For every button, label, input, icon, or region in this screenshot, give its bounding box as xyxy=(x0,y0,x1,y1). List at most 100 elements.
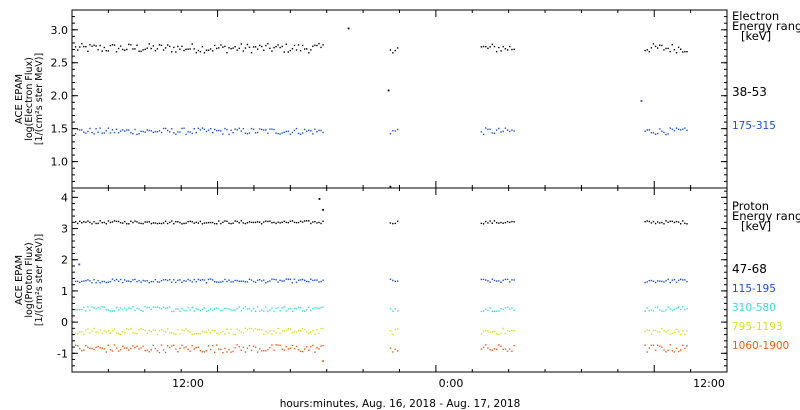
data-point xyxy=(665,309,667,311)
data-point xyxy=(79,309,81,311)
data-point xyxy=(504,48,507,50)
data-point xyxy=(201,45,204,48)
data-point xyxy=(659,280,661,282)
data-point xyxy=(303,310,306,312)
x-axis: 12:00 0:00 12:00 hours:minutes, Aug. 16,… xyxy=(172,377,725,410)
data-point xyxy=(195,346,197,349)
data-point xyxy=(244,327,247,330)
data-point xyxy=(154,306,157,309)
data-point xyxy=(289,49,292,52)
data-point xyxy=(392,351,394,353)
data-point xyxy=(267,280,269,283)
data-point xyxy=(310,346,312,348)
data-point xyxy=(87,130,89,133)
data-point xyxy=(101,332,103,334)
data-point xyxy=(652,329,655,332)
data-point-outlier xyxy=(318,198,321,200)
data-point xyxy=(673,221,676,224)
data-point xyxy=(263,279,265,281)
data-point xyxy=(115,347,118,349)
data-point xyxy=(181,329,183,331)
data-point xyxy=(308,129,310,132)
data-point xyxy=(248,46,251,48)
data-point xyxy=(289,328,292,330)
data-point xyxy=(265,44,267,47)
data-point xyxy=(513,279,515,281)
data-point xyxy=(487,347,489,349)
data-point xyxy=(150,308,153,311)
series-175-315 xyxy=(74,100,688,136)
data-point xyxy=(273,221,275,224)
data-point xyxy=(156,48,159,50)
data-point xyxy=(175,281,177,284)
data-point xyxy=(679,223,682,225)
data-point xyxy=(389,308,392,310)
data-point xyxy=(677,46,680,48)
data-point xyxy=(230,281,232,283)
data-point xyxy=(299,330,302,332)
data-point xyxy=(285,130,287,133)
data-point xyxy=(115,220,118,223)
data-point xyxy=(124,130,126,132)
legend-entry: 175-315 xyxy=(732,120,776,132)
data-point xyxy=(154,222,157,224)
data-point xyxy=(226,280,228,283)
data-point xyxy=(271,50,273,52)
data-point xyxy=(679,129,682,131)
data-point xyxy=(93,307,95,309)
data-point xyxy=(222,46,224,48)
data-point xyxy=(193,348,195,350)
data-point xyxy=(291,310,294,313)
data-point xyxy=(191,333,193,336)
data-point xyxy=(89,44,91,46)
data-point xyxy=(158,351,161,354)
data-point xyxy=(665,351,667,353)
data-point xyxy=(87,328,89,330)
data-point xyxy=(482,278,485,281)
data-point xyxy=(97,279,99,282)
data-point xyxy=(177,308,179,310)
data-point xyxy=(232,350,234,353)
data-point xyxy=(119,45,122,47)
data-point xyxy=(83,221,85,223)
data-point xyxy=(179,131,181,133)
data-point xyxy=(258,348,261,350)
data-point xyxy=(156,306,159,308)
data-point xyxy=(242,346,245,348)
data-point xyxy=(675,281,678,284)
data-point xyxy=(234,220,236,222)
data-point xyxy=(271,222,273,224)
data-point xyxy=(289,307,292,310)
data-point xyxy=(207,49,210,51)
data-point xyxy=(142,49,144,51)
data-point xyxy=(236,307,238,310)
data-point xyxy=(199,309,202,312)
data-point xyxy=(258,279,261,281)
data-point xyxy=(277,344,279,346)
data-point xyxy=(211,279,214,281)
data-point xyxy=(679,349,682,351)
data-point xyxy=(673,308,676,311)
data-point xyxy=(111,44,114,46)
data-point xyxy=(173,46,175,49)
data-point xyxy=(650,279,653,282)
data-point xyxy=(201,308,204,311)
data-point xyxy=(187,48,189,50)
data-point xyxy=(682,279,684,281)
data-point xyxy=(511,48,513,51)
data-point xyxy=(218,308,220,310)
data-point xyxy=(675,52,678,54)
data-point xyxy=(644,130,646,132)
data-point xyxy=(138,133,140,135)
data-point xyxy=(152,344,155,347)
data-point xyxy=(287,51,290,53)
data-point xyxy=(491,349,493,351)
data-point xyxy=(312,344,314,347)
data-point xyxy=(263,310,265,312)
data-point xyxy=(74,221,77,223)
data-point xyxy=(389,133,392,135)
data-point xyxy=(83,349,85,351)
data-point xyxy=(275,332,277,334)
data-point xyxy=(105,222,108,225)
data-point xyxy=(644,220,646,223)
